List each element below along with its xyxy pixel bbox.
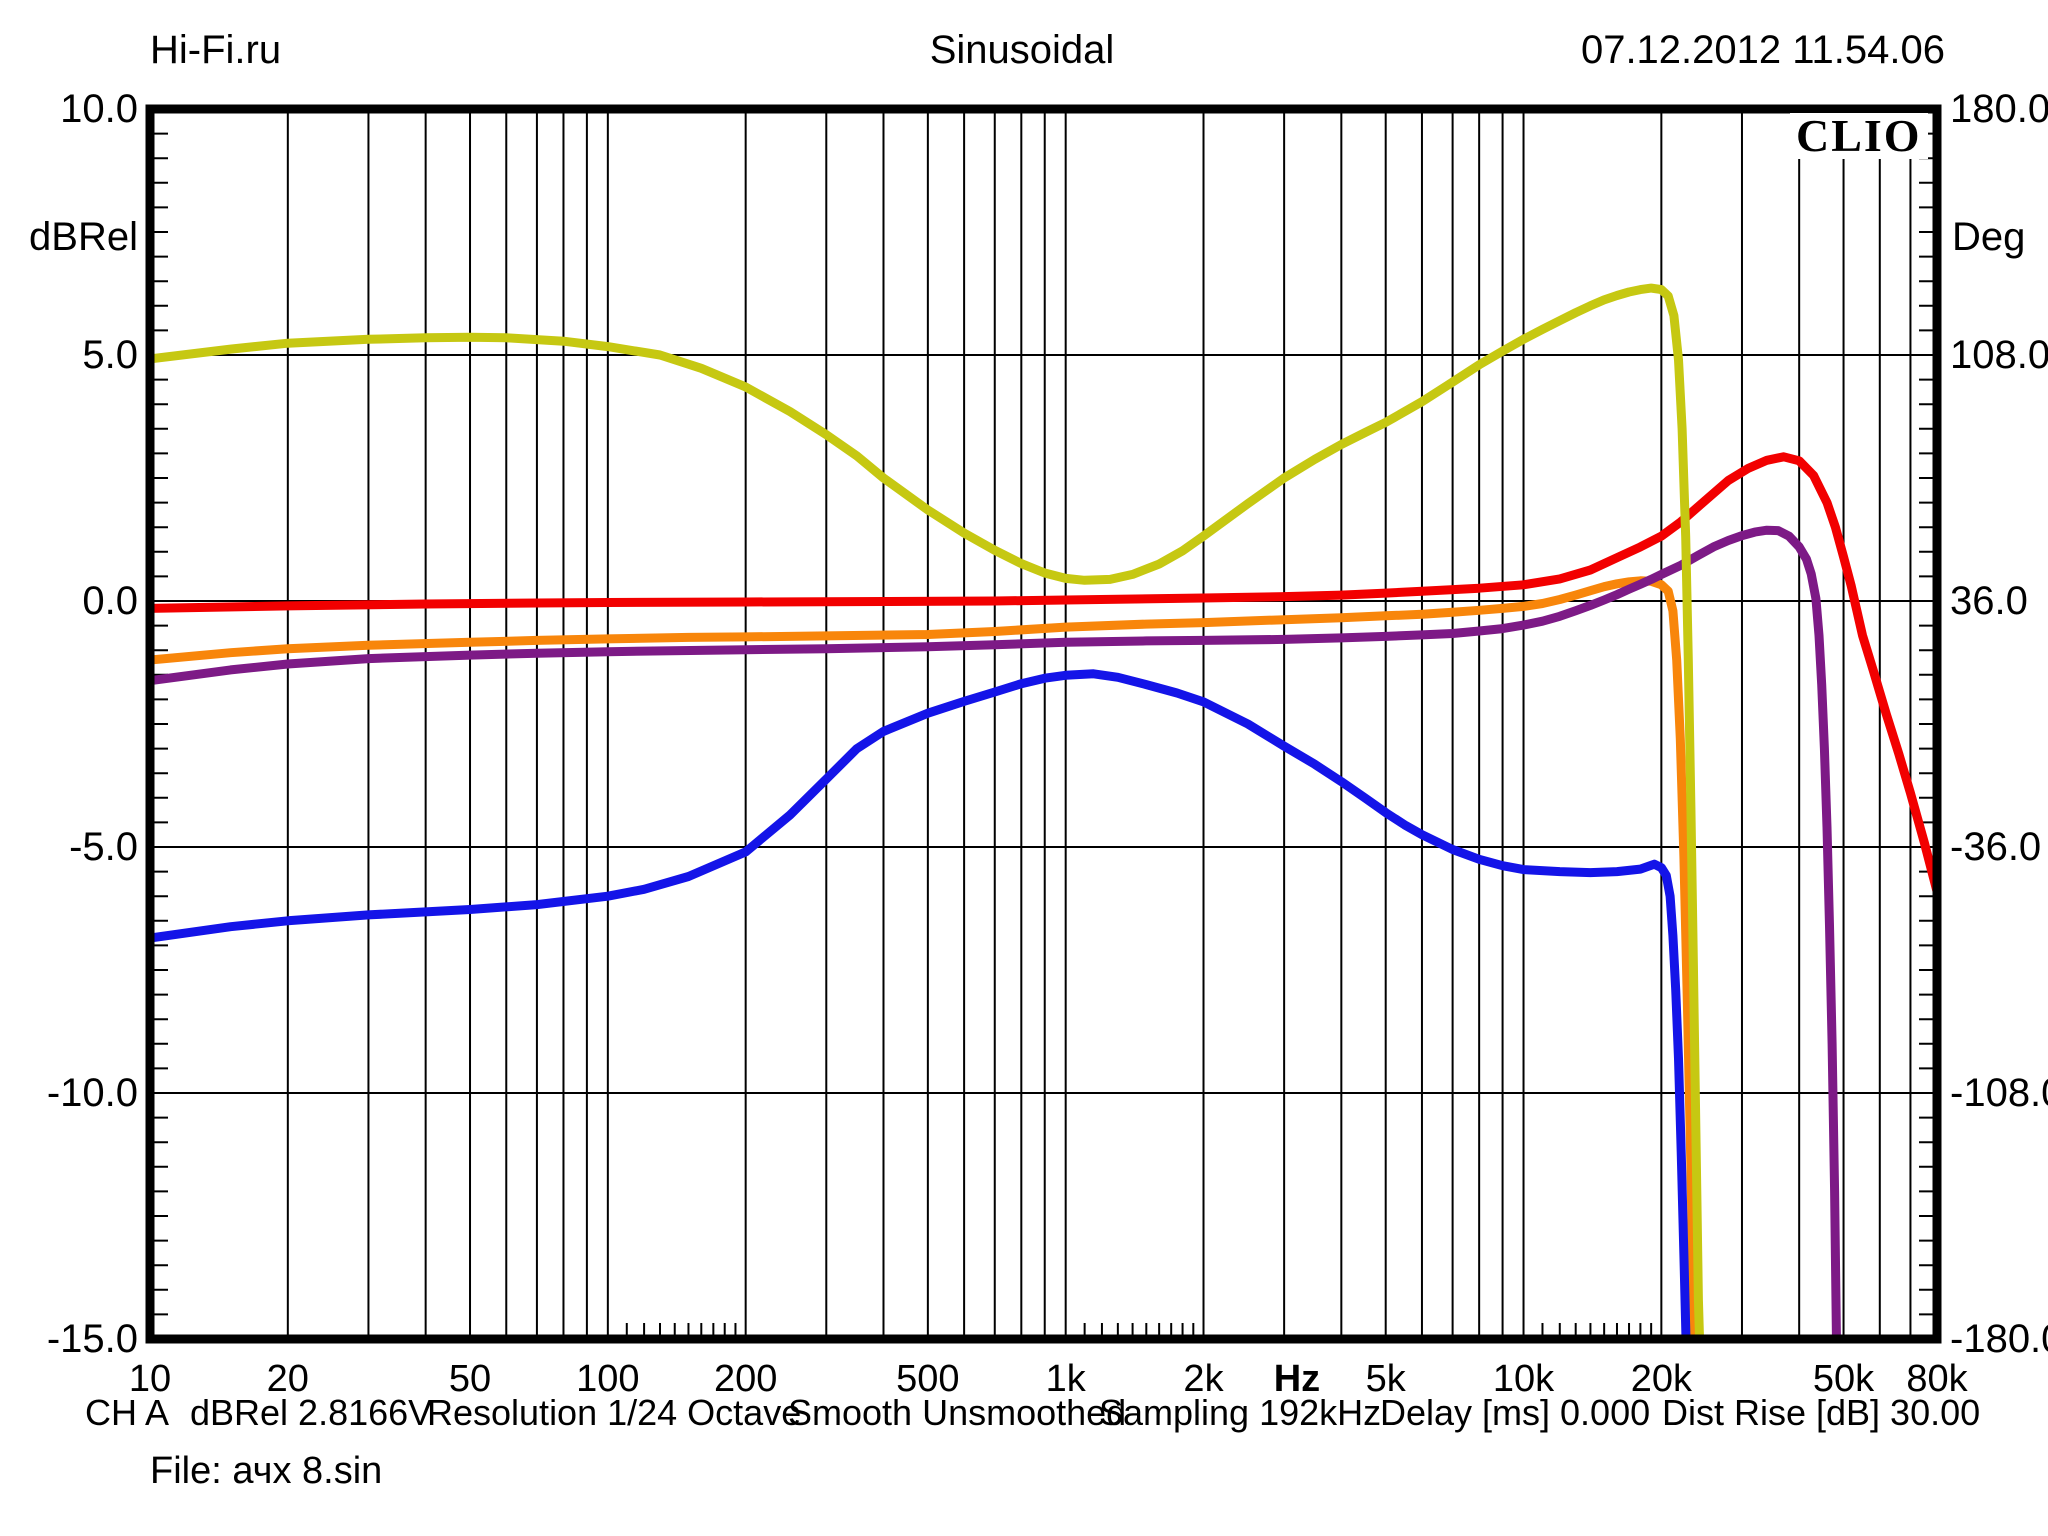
x-axis-unit-label: Hz <box>1273 1358 1321 1400</box>
curve-red <box>150 452 1937 896</box>
x-axis-tick-label: 50 <box>448 1358 492 1400</box>
info-segment: dBRel 2.8166V <box>190 1392 433 1433</box>
curve-blue <box>150 669 1691 1339</box>
info-segment: Delay [ms] 0.000 <box>1380 1392 1651 1433</box>
left-axis-name: dBRel <box>29 215 138 259</box>
right-axis-tick-label: -108.0 <box>1950 1071 2048 1115</box>
left-axis-tick-label: -15.0 <box>46 1317 138 1361</box>
x-axis-tick-label: 500 <box>896 1358 960 1400</box>
info-segment: Sampling 192kHz <box>1099 1392 1382 1433</box>
left-axis-tick-label: 5.0 <box>82 333 138 377</box>
left-axis-tick-label: 10.0 <box>60 87 138 131</box>
left-axis-tick-label: -10.0 <box>46 1071 138 1115</box>
right-axis-tick-label: 108.0 <box>1950 333 2048 377</box>
curve-yellow <box>150 283 1705 1339</box>
x-axis-tick-label: 10k <box>1492 1358 1555 1400</box>
file-label: File: ачх 8.sin <box>150 1450 383 1492</box>
info-segment: Dist Rise [dB] 30.00 <box>1662 1392 1981 1433</box>
right-axis-tick-label: -36.0 <box>1950 825 2042 869</box>
right-axis-name: Deg <box>1952 215 2026 259</box>
x-axis-tick-label: 2k <box>1183 1358 1224 1400</box>
x-axis-tick-label: 20 <box>266 1358 309 1400</box>
left-axis-tick-label: 0.0 <box>82 579 138 623</box>
measurement-title: Sinusoidal <box>929 28 1115 72</box>
x-axis-tick-label: 20k <box>1630 1358 1692 1400</box>
info-segment: Resolution 1/24 Octave <box>427 1392 802 1433</box>
x-axis-tick-label: 100 <box>576 1358 640 1400</box>
curve-purple <box>150 525 1841 1339</box>
right-axis-tick-label: 36.0 <box>1950 579 2028 623</box>
x-axis-tick-label: 1k <box>1045 1358 1086 1400</box>
x-axis-tick-label: 200 <box>713 1358 778 1400</box>
curve-orange <box>150 576 1699 1339</box>
timestamp-label: 07.12.2012 11.54.06 <box>1580 28 1945 72</box>
x-axis-tick-label: 10 <box>128 1358 172 1400</box>
plot-border <box>145 104 1942 1344</box>
info-segment: CH A <box>85 1392 170 1433</box>
x-axis-tick-label: 80k <box>1906 1358 1968 1400</box>
info-segment: Smooth Unsmoothed <box>788 1392 1127 1433</box>
right-axis-tick-label: 180.0 <box>1950 87 2048 131</box>
clio-logo: CLIO <box>1790 113 1928 159</box>
right-axis-tick-label: -180.0 <box>1950 1317 2048 1361</box>
left-axis-tick-label: -5.0 <box>69 825 138 869</box>
site-label: Hi-Fi.ru <box>150 28 282 72</box>
x-axis-tick-label: 50k <box>1812 1358 1875 1400</box>
x-axis-tick-label: 5k <box>1365 1358 1406 1400</box>
